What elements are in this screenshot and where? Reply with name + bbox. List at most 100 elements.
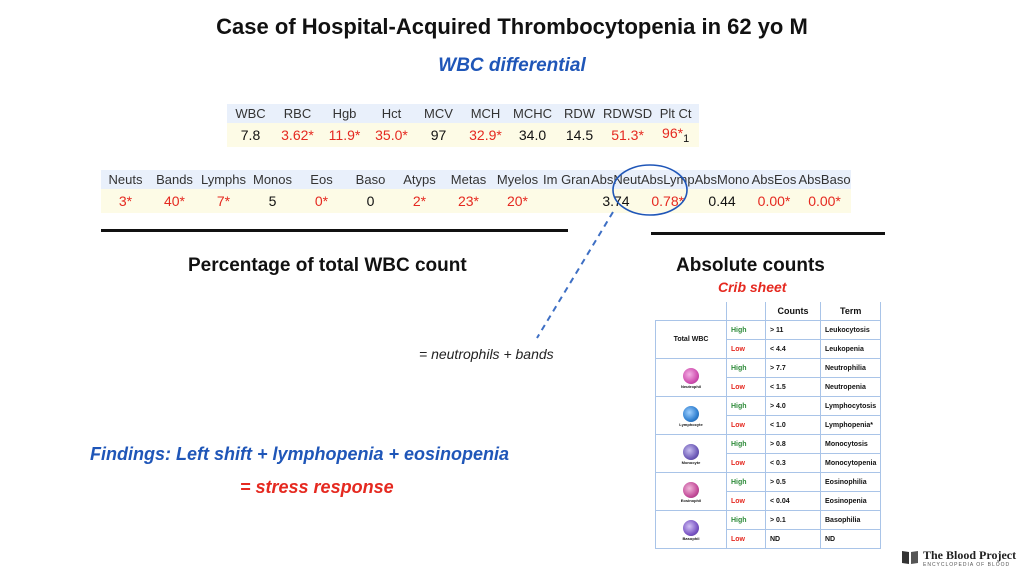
crib-header-term: Term bbox=[819, 302, 882, 321]
crib-row: Basophil High > 0.1 Basophilia bbox=[655, 510, 882, 549]
diff-header: Monos bbox=[248, 170, 297, 189]
crib-count: > 11 bbox=[765, 320, 821, 340]
cbc-header: MCV bbox=[415, 104, 462, 123]
right-divider bbox=[651, 232, 885, 235]
percentage-heading: Percentage of total WBC count bbox=[188, 255, 467, 276]
cbc-header: Plt Ct bbox=[652, 104, 700, 123]
diff-header: Bands bbox=[150, 170, 199, 189]
crib-row: Low < 1.0 Lymphopenia* bbox=[656, 415, 882, 435]
crib-term: Basophilia bbox=[819, 510, 882, 530]
crib-high: High bbox=[726, 396, 766, 416]
crib-row-label: Eosinophil bbox=[680, 498, 702, 503]
absolute-counts-heading: Absolute counts bbox=[676, 255, 825, 276]
diff-value: 5 bbox=[248, 189, 297, 213]
crib-row-label: Neutrophil bbox=[681, 384, 701, 389]
cbc-value: 3.62* bbox=[274, 123, 321, 147]
crib-row: Neutrophil High > 7.7 Neutrophilia bbox=[655, 358, 882, 397]
diff-value: 0.00* bbox=[798, 189, 851, 213]
cbc-value: 7.8 bbox=[227, 123, 274, 147]
logo-name: The Blood Project bbox=[923, 548, 1017, 562]
diff-value bbox=[542, 189, 591, 213]
crib-count: > 7.7 bbox=[765, 358, 821, 378]
diff-value: 0* bbox=[297, 189, 346, 213]
crib-count: > 4.0 bbox=[765, 396, 821, 416]
diff-value: 0.44 bbox=[694, 189, 750, 213]
crib-low: Low bbox=[726, 529, 766, 549]
crib-high: High bbox=[726, 320, 766, 340]
diff-header: Atyps bbox=[395, 170, 444, 189]
cbc-header-row: WBC RBC Hgb Hct MCV MCH MCHC RDW RDWSD P… bbox=[227, 104, 700, 123]
stress-response-text: = stress response bbox=[240, 477, 394, 497]
diff-header: AbsMono bbox=[694, 170, 750, 189]
crib-row-label: Lymphocyte bbox=[679, 422, 703, 427]
cbc-value-row: 7.8 3.62* 11.9* 35.0* 97 32.9* 34.0 14.5… bbox=[227, 123, 700, 147]
crib-term: Eosinophilia bbox=[819, 472, 882, 492]
logo-tagline: ENCYCLOPEDIA OF BLOOD bbox=[923, 562, 1011, 568]
crib-count: < 4.4 bbox=[765, 339, 821, 359]
differential-table: Neuts Bands Lymphs Monos Eos Baso Atyps … bbox=[101, 170, 851, 213]
cbc-value: 34.0 bbox=[509, 123, 556, 147]
diff-header: Metas bbox=[444, 170, 493, 189]
page-title: Case of Hospital-Acquired Thrombocytopen… bbox=[216, 14, 808, 39]
platelet-value: 96* bbox=[662, 125, 684, 142]
basophil-icon bbox=[683, 520, 699, 536]
crib-row: Monocyte High > 0.8 Monocytosis bbox=[655, 434, 882, 473]
crib-count: > 0.8 bbox=[765, 434, 821, 454]
crib-row: Lymphocyte High > 4.0 Lymphocytosis bbox=[655, 396, 882, 435]
crib-high: High bbox=[726, 434, 766, 454]
crib-row: Low < 0.3 Monocytopenia bbox=[656, 453, 882, 473]
crib-term: Leukocytosis bbox=[819, 320, 882, 340]
crib-term: Lymphopenia* bbox=[819, 415, 882, 435]
crib-row-label: Basophil bbox=[682, 536, 700, 541]
lymphocyte-icon bbox=[683, 406, 699, 422]
crib-high: High bbox=[726, 472, 766, 492]
diff-header-row: Neuts Bands Lymphs Monos Eos Baso Atyps … bbox=[101, 170, 851, 189]
crib-low: Low bbox=[726, 491, 766, 511]
diff-header: AbsBaso bbox=[798, 170, 851, 189]
crib-count: > 0.1 bbox=[765, 510, 821, 530]
diff-value: 0 bbox=[346, 189, 395, 213]
crib-row: Low ND ND bbox=[656, 529, 882, 549]
absneut-highlight-circle bbox=[612, 164, 688, 216]
crib-count: < 0.04 bbox=[765, 491, 821, 511]
crib-term: Neutrophilia bbox=[819, 358, 882, 378]
left-divider bbox=[101, 229, 568, 232]
cbc-value: 11.9* bbox=[321, 123, 368, 147]
cbc-value: 35.0* bbox=[368, 123, 415, 147]
book-icon bbox=[902, 551, 918, 564]
crib-count: ND bbox=[765, 529, 821, 549]
crib-term: Neutropenia bbox=[819, 377, 882, 397]
crib-count: < 0.3 bbox=[765, 453, 821, 473]
crib-low: Low bbox=[726, 453, 766, 473]
crib-count: > 0.5 bbox=[765, 472, 821, 492]
neutrophils-plus-bands-note: = neutrophils + bands bbox=[419, 346, 554, 362]
cbc-value: 96*1 bbox=[652, 123, 700, 147]
findings-text: Findings: Left shift + lymphopenia + eos… bbox=[90, 444, 510, 464]
crib-term: Leukopenia bbox=[819, 339, 882, 359]
diff-value: 2* bbox=[395, 189, 444, 213]
diff-header: Eos bbox=[297, 170, 346, 189]
crib-term: Lymphocytosis bbox=[819, 396, 882, 416]
diff-header: Im Gran bbox=[542, 170, 591, 189]
diff-value: 3* bbox=[101, 189, 150, 213]
footnote-marker: 1 bbox=[683, 132, 690, 145]
crib-term: ND bbox=[819, 529, 882, 549]
diff-header: Myelos bbox=[493, 170, 542, 189]
cbc-header: Hgb bbox=[321, 104, 368, 123]
cbc-header: MCH bbox=[462, 104, 509, 123]
neutrophil-icon bbox=[683, 368, 699, 384]
crib-count: < 1.5 bbox=[765, 377, 821, 397]
diff-value: 40* bbox=[150, 189, 199, 213]
crib-sheet-label: Crib sheet bbox=[718, 279, 787, 295]
crib-row-label: Total WBC bbox=[655, 320, 727, 359]
crib-header-row: Counts Term bbox=[655, 302, 882, 321]
dashed-pointer-line bbox=[536, 211, 614, 339]
diff-header: Neuts bbox=[101, 170, 150, 189]
cbc-header: Hct bbox=[368, 104, 415, 123]
crib-sheet-table: Counts Term Total WBC High > 11 Leukocyt… bbox=[655, 302, 882, 549]
diff-value: 23* bbox=[444, 189, 493, 213]
crib-row: Low < 4.4 Leukopenia bbox=[656, 339, 882, 359]
diff-value: 0.00* bbox=[749, 189, 799, 213]
monocyte-icon bbox=[683, 444, 699, 460]
cbc-header: WBC bbox=[227, 104, 274, 123]
